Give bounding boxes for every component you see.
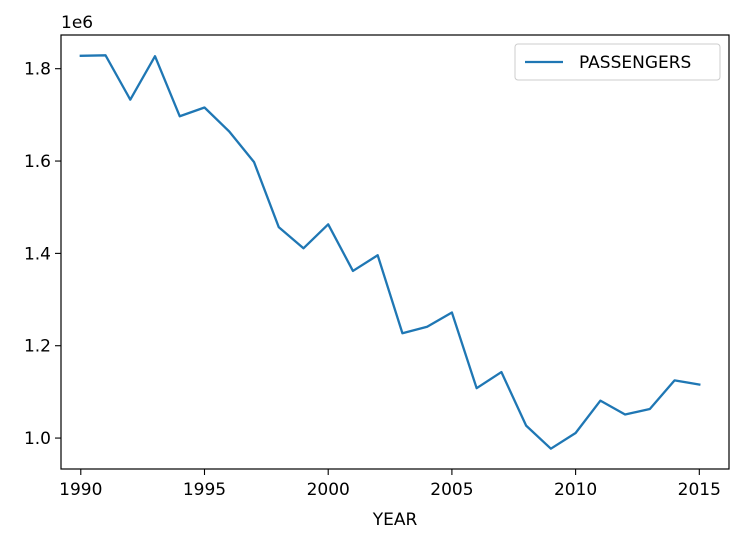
x-tick-label: 1990 bbox=[59, 480, 102, 500]
x-tick-label: 1995 bbox=[183, 480, 226, 500]
y-tick-label: 1.2 bbox=[24, 337, 51, 357]
x-tick-label: 2000 bbox=[307, 480, 350, 500]
y-tick-label: 1.8 bbox=[24, 60, 51, 80]
y-axis-ticks: 1.0 1.2 1.4 1.6 1.8 bbox=[24, 60, 61, 449]
series-line-passengers bbox=[79, 54, 701, 450]
y-tick-label: 1.6 bbox=[24, 152, 51, 172]
legend: PASSENGERS bbox=[514, 43, 721, 81]
x-tick-label: 2015 bbox=[678, 480, 721, 500]
x-axis-label: YEAR bbox=[372, 510, 418, 530]
x-tick-label: 2005 bbox=[430, 480, 473, 500]
legend-box bbox=[514, 43, 721, 81]
x-axis-ticks: 1990 1995 2000 2005 2010 2015 bbox=[59, 469, 721, 500]
plot-frame bbox=[60, 34, 730, 470]
y-axis-offset-label: 1e6 bbox=[61, 13, 93, 33]
plot-border bbox=[60, 34, 730, 470]
legend-label: PASSENGERS bbox=[579, 53, 691, 73]
y-tick-label: 1.4 bbox=[24, 244, 51, 264]
x-tick-label: 2010 bbox=[554, 480, 597, 500]
series-group bbox=[79, 54, 701, 450]
y-tick-label: 1.0 bbox=[24, 429, 51, 449]
